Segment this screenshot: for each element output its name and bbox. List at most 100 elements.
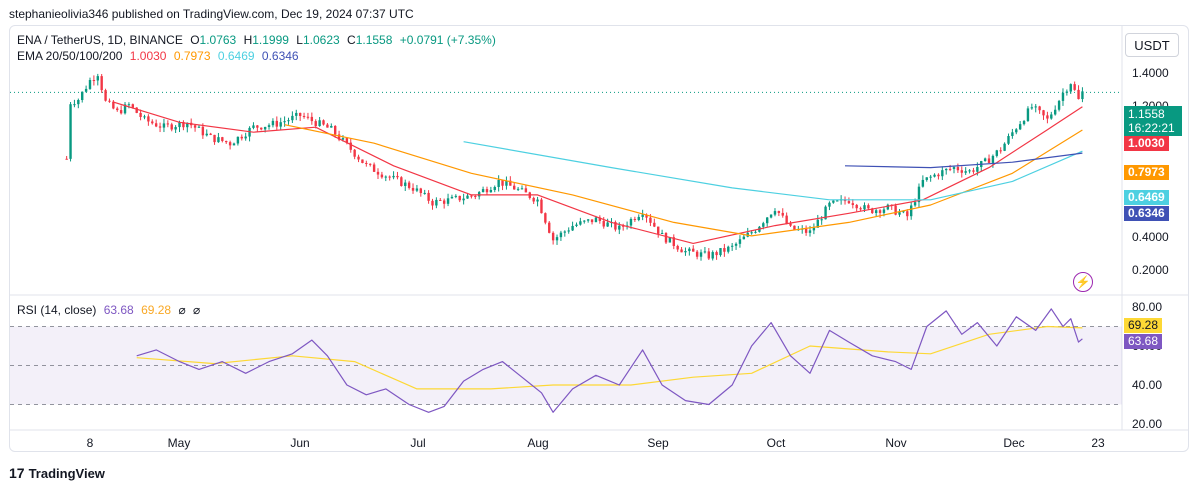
candle-body <box>439 199 442 201</box>
candle-body <box>874 210 878 214</box>
rsi-na-2: ⌀ <box>193 303 201 317</box>
candle-body <box>816 219 819 228</box>
candle-body <box>489 189 493 193</box>
candle-body <box>723 248 726 252</box>
time-axis-label: Jul <box>410 436 425 450</box>
candle-body <box>462 198 465 201</box>
candle-body <box>575 224 578 226</box>
candle-body <box>645 214 648 218</box>
candle-body <box>894 205 897 215</box>
candle-body <box>1057 100 1061 110</box>
candle-body <box>1007 136 1010 144</box>
candle-body <box>614 222 617 230</box>
rsi-axis-label: 20.00 <box>1132 417 1162 431</box>
candle-body <box>637 216 640 221</box>
candle-body <box>847 201 851 204</box>
candle-body <box>871 208 874 214</box>
candle-body <box>108 100 111 102</box>
candle-body <box>485 189 489 193</box>
candle-body <box>633 218 637 221</box>
candle-body <box>707 251 711 259</box>
candle-body <box>629 218 633 226</box>
candle-body <box>162 123 166 128</box>
candle-body <box>178 122 181 128</box>
candle-body <box>116 108 119 111</box>
bar-countdown: 16:22:21 <box>1128 121 1175 135</box>
candle-body <box>738 239 742 244</box>
ema50-line <box>284 124 1083 237</box>
candle-body <box>952 167 956 169</box>
candle-body <box>762 223 765 227</box>
tv-logo-icon: 17 <box>9 465 25 481</box>
candle-body <box>945 168 948 171</box>
ema200-value: 0.6346 <box>261 49 299 63</box>
candle-body <box>435 199 438 206</box>
candle-body <box>1081 91 1084 100</box>
candle-body <box>427 192 430 201</box>
last-price-tag: 1.1558 16:22:21 <box>1124 106 1182 136</box>
candle-body <box>785 215 788 224</box>
candle-body <box>166 123 170 125</box>
candle-body <box>505 180 508 186</box>
candle-body <box>193 125 197 128</box>
candle-body <box>715 252 718 256</box>
candle-body <box>298 112 302 116</box>
ohlc-high: H1.1999 <box>243 33 289 47</box>
tradingview-logo[interactable]: 17 TradingView <box>9 465 105 481</box>
candle-body <box>855 204 858 209</box>
candle-body <box>680 249 683 253</box>
candle-body <box>567 230 570 232</box>
candle-body <box>77 99 80 105</box>
candle-body <box>322 120 325 125</box>
candle-body <box>1046 115 1049 119</box>
currency-button[interactable]: USDT <box>1125 33 1179 57</box>
candle-body <box>154 123 158 127</box>
candle-body <box>252 125 255 128</box>
lightning-icon[interactable]: ⚡ <box>1073 272 1093 292</box>
candle-body <box>719 248 722 256</box>
candle-body <box>228 142 232 146</box>
candle-body <box>909 205 913 217</box>
candle-body <box>824 206 827 220</box>
candle-body <box>684 251 687 253</box>
candle-body <box>983 158 987 162</box>
candle-body <box>131 104 135 108</box>
candle-body <box>789 223 792 226</box>
candle-body <box>466 195 469 199</box>
candle-body <box>392 175 395 178</box>
candles <box>65 73 1084 261</box>
candle-body <box>657 226 660 234</box>
time-axis-label: Sep <box>647 436 669 450</box>
candle-body <box>267 125 271 127</box>
candle-body <box>158 126 162 128</box>
price-axis-label: 1.4000 <box>1132 66 1169 80</box>
candle-body <box>384 176 387 178</box>
candle-body <box>1053 109 1057 115</box>
candle-body <box>859 208 862 210</box>
rsi-line <box>136 308 1083 413</box>
candle-body <box>886 204 890 210</box>
time-axis-label: Nov <box>885 436 906 450</box>
candle-body <box>742 236 746 240</box>
candle-body <box>84 88 88 92</box>
candle-body <box>688 248 691 252</box>
candle-body <box>477 192 481 197</box>
candle-body <box>672 237 675 246</box>
candle-body <box>929 176 932 178</box>
price-axis-label: 0.4000 <box>1132 230 1169 244</box>
candle-body <box>295 112 298 116</box>
candle-body <box>660 232 664 234</box>
candle-body <box>404 182 407 186</box>
chart-panel[interactable] <box>9 25 1189 452</box>
candle-body <box>832 200 835 203</box>
candle-body <box>551 232 555 241</box>
candle-body <box>174 127 177 130</box>
candle-body <box>1011 132 1014 137</box>
candle-body <box>279 122 282 127</box>
candle-body <box>765 217 769 224</box>
candle-body <box>353 149 356 157</box>
ohlc-close: C1.1558 <box>347 33 393 47</box>
candle-body <box>271 120 275 126</box>
candle-body <box>283 121 286 123</box>
